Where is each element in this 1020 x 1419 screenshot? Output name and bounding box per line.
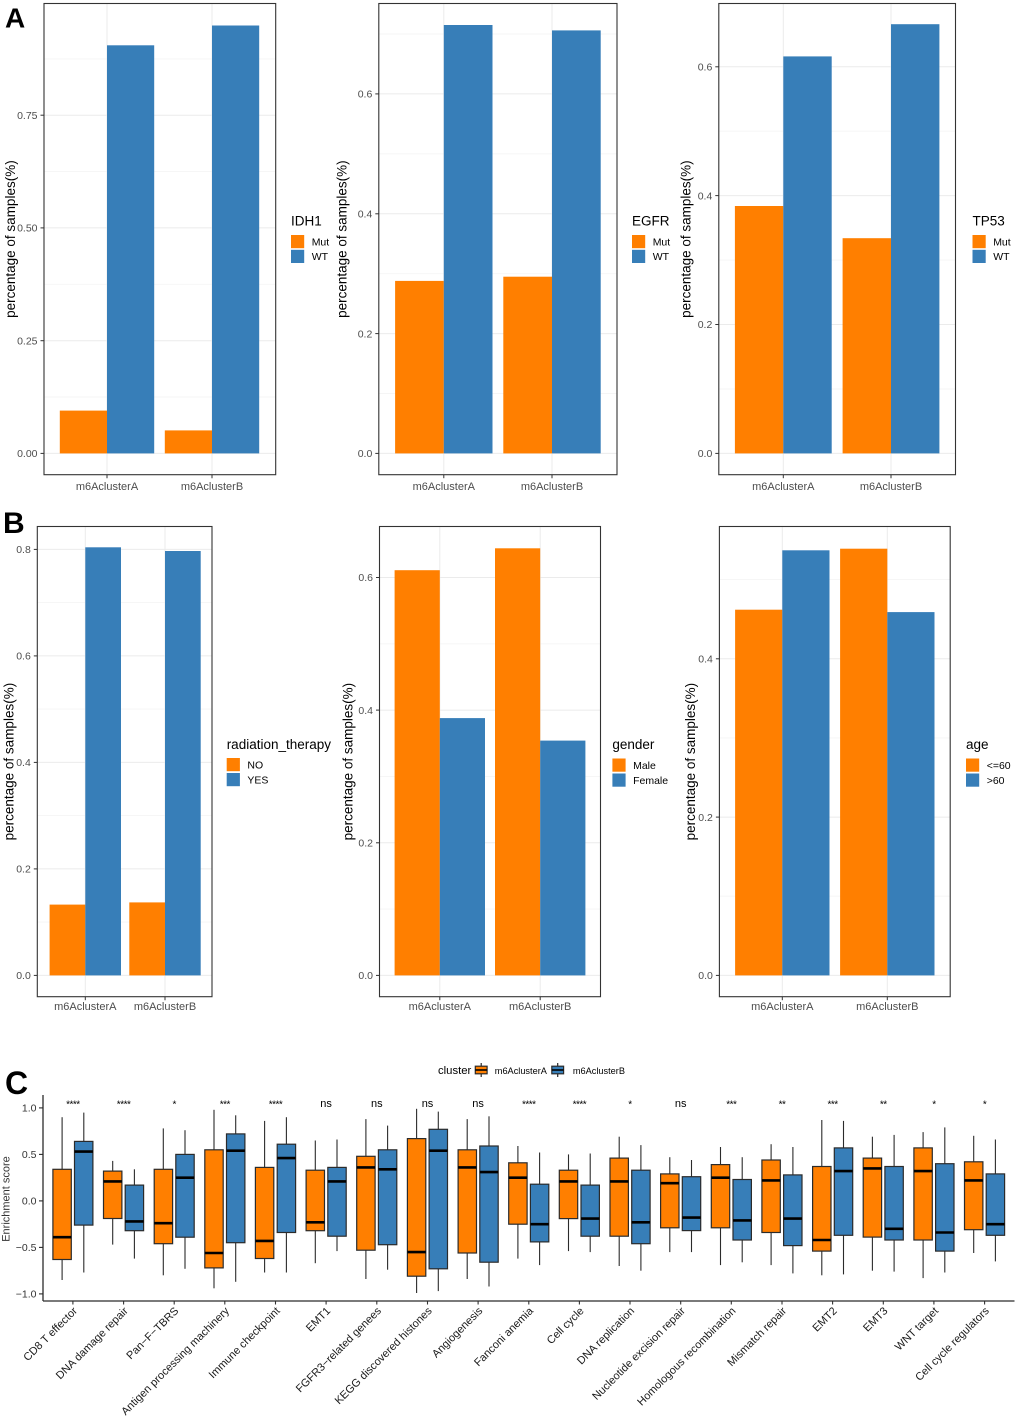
svg-text:0.4: 0.4	[16, 757, 31, 769]
svg-text:percentage of samples(%): percentage of samples(%)	[341, 683, 356, 841]
svg-text:***: ***	[220, 1100, 231, 1111]
svg-text:0.25: 0.25	[17, 335, 38, 347]
svg-text:ns: ns	[675, 1098, 687, 1110]
svg-text:m6AclusterA: m6AclusterA	[752, 481, 815, 493]
svg-text:percentage of samples(%): percentage of samples(%)	[3, 160, 18, 318]
svg-text:**: **	[779, 1100, 786, 1111]
svg-text:****: ****	[522, 1100, 536, 1111]
svg-text:ns: ns	[422, 1098, 434, 1110]
svg-text:***: ***	[828, 1100, 839, 1111]
svg-text:Female: Female	[633, 775, 668, 787]
svg-text:percentage of samples(%): percentage of samples(%)	[335, 160, 350, 318]
svg-text:*: *	[172, 1100, 176, 1111]
svg-text:m6AclusterA: m6AclusterA	[751, 1001, 814, 1013]
svg-text:gender: gender	[612, 737, 655, 752]
svg-text:Mut: Mut	[312, 236, 330, 248]
svg-text:0.4: 0.4	[698, 190, 713, 202]
svg-text:cluster: cluster	[438, 1065, 472, 1077]
svg-text:C: C	[5, 1065, 28, 1101]
svg-text:WT: WT	[312, 251, 329, 263]
svg-text:NO: NO	[247, 759, 263, 771]
svg-text:0.0: 0.0	[22, 1196, 37, 1208]
svg-text:0.6: 0.6	[358, 89, 373, 101]
svg-text:m6AclusterB: m6AclusterB	[856, 1001, 918, 1013]
svg-text:0.50: 0.50	[17, 223, 38, 235]
svg-text:−0.5: −0.5	[16, 1242, 37, 1254]
svg-text:*: *	[628, 1100, 632, 1111]
svg-text:0.75: 0.75	[17, 110, 38, 122]
svg-text:0.0: 0.0	[16, 970, 31, 982]
svg-text:radiation_therapy: radiation_therapy	[227, 737, 332, 752]
svg-text:0.6: 0.6	[16, 651, 31, 663]
svg-text:IDH1: IDH1	[291, 214, 322, 229]
svg-text:0.2: 0.2	[698, 319, 713, 331]
svg-text:*: *	[932, 1100, 936, 1111]
svg-text:0.6: 0.6	[698, 62, 713, 74]
svg-text:0.0: 0.0	[358, 970, 373, 982]
svg-text:ns: ns	[371, 1098, 383, 1110]
svg-text:m6AclusterB: m6AclusterB	[134, 1001, 196, 1013]
svg-text:0.4: 0.4	[358, 209, 373, 221]
svg-text:0.2: 0.2	[358, 328, 373, 340]
svg-text:0.5: 0.5	[22, 1149, 37, 1161]
svg-text:****: ****	[117, 1100, 131, 1111]
svg-text:0.6: 0.6	[358, 572, 373, 584]
svg-text:m6AclusterA: m6AclusterA	[409, 1001, 472, 1013]
svg-text:YES: YES	[247, 774, 268, 786]
svg-text:age: age	[966, 737, 989, 752]
svg-text:0.0: 0.0	[698, 448, 713, 460]
svg-text:WT: WT	[653, 251, 670, 263]
svg-text:m6AclusterB: m6AclusterB	[181, 481, 243, 493]
svg-text:0.0: 0.0	[698, 970, 713, 982]
svg-text:ns: ns	[320, 1098, 332, 1110]
svg-text:0.2: 0.2	[698, 812, 713, 824]
svg-text:TP53: TP53	[973, 214, 1005, 229]
svg-text:*: *	[983, 1100, 987, 1111]
svg-text:Mut: Mut	[993, 236, 1011, 248]
svg-text:A: A	[5, 3, 25, 34]
svg-text:−1.0: −1.0	[16, 1289, 37, 1301]
svg-text:m6AclusterB: m6AclusterB	[573, 1066, 625, 1076]
svg-text:0.00: 0.00	[17, 448, 38, 460]
svg-text:m6AclusterA: m6AclusterA	[76, 481, 139, 493]
svg-text:Mut: Mut	[653, 236, 671, 248]
svg-text:Male: Male	[633, 760, 656, 772]
svg-text:1.0: 1.0	[22, 1103, 37, 1115]
svg-text:m6AclusterB: m6AclusterB	[509, 1001, 571, 1013]
svg-text:0.4: 0.4	[358, 705, 373, 717]
svg-text:m6AclusterA: m6AclusterA	[54, 1001, 117, 1013]
svg-text:B: B	[3, 507, 25, 540]
svg-text:<=60: <=60	[987, 760, 1011, 772]
svg-text:EGFR: EGFR	[632, 214, 670, 229]
svg-text:0.8: 0.8	[16, 544, 31, 556]
svg-text:****: ****	[573, 1100, 587, 1111]
svg-text:>60: >60	[987, 775, 1005, 787]
svg-text:**: **	[880, 1100, 887, 1111]
svg-text:****: ****	[269, 1100, 283, 1111]
svg-text:Enrichment score: Enrichment score	[1, 1156, 13, 1242]
svg-text:WT: WT	[993, 251, 1010, 263]
svg-text:ns: ns	[472, 1098, 484, 1110]
svg-text:percentage of samples(%): percentage of samples(%)	[683, 683, 698, 841]
svg-text:0.2: 0.2	[358, 838, 373, 850]
svg-text:m6AclusterA: m6AclusterA	[413, 481, 476, 493]
svg-text:percentage of samples(%): percentage of samples(%)	[2, 683, 17, 841]
svg-text:***: ***	[726, 1100, 737, 1111]
svg-text:0.4: 0.4	[698, 654, 713, 666]
svg-text:m6AclusterB: m6AclusterB	[521, 481, 583, 493]
svg-text:m6AclusterB: m6AclusterB	[860, 481, 922, 493]
svg-text:percentage of samples(%): percentage of samples(%)	[679, 160, 694, 318]
svg-text:0.2: 0.2	[16, 864, 31, 876]
svg-text:m6AclusterA: m6AclusterA	[495, 1066, 548, 1076]
svg-text:0.0: 0.0	[358, 448, 373, 460]
svg-text:****: ****	[66, 1100, 80, 1111]
